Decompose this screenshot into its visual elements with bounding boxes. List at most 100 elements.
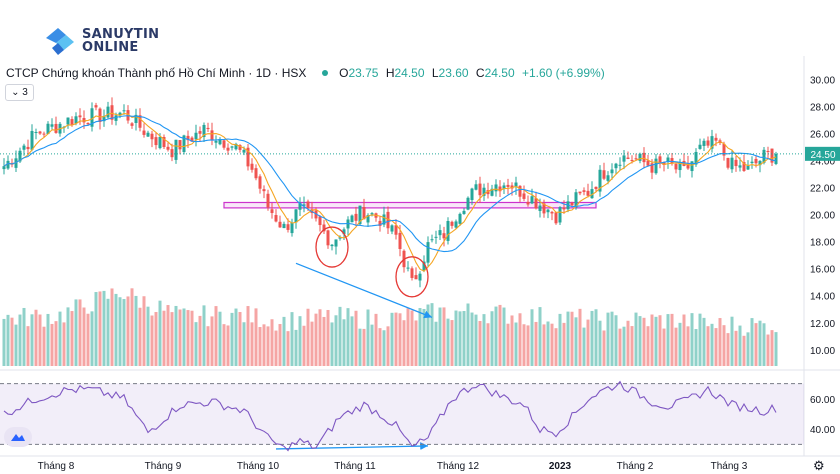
candle-body: [630, 160, 634, 162]
volume-bar: [694, 329, 698, 366]
volume-bar: [302, 325, 306, 366]
candle-body: [274, 215, 278, 222]
volume-bar: [618, 328, 622, 366]
candle-body: [218, 139, 222, 145]
candle-body: [54, 123, 58, 133]
volume-bar: [450, 320, 454, 366]
volume-bar: [182, 308, 186, 366]
volume-bar: [202, 305, 206, 366]
candle-body: [750, 161, 754, 164]
candle-body: [602, 170, 606, 179]
candle-body: [354, 213, 358, 221]
candle-body: [674, 163, 678, 170]
volume-bar: [750, 318, 754, 366]
volume-bar: [742, 335, 746, 366]
high-label: H: [385, 66, 395, 80]
candle-body: [270, 209, 274, 214]
low-label: L: [431, 66, 439, 80]
price-tick-label: 18.00: [810, 238, 835, 249]
candle-body: [282, 223, 286, 229]
volume-bar: [722, 325, 726, 366]
volume-bar: [2, 318, 6, 366]
candle-body: [514, 182, 518, 187]
volume-bar: [642, 317, 646, 366]
volume-bar: [122, 299, 126, 366]
volume-bar: [534, 321, 538, 366]
volume-bar: [582, 327, 586, 366]
candle-body: [122, 110, 126, 112]
volume-bar: [522, 324, 526, 366]
volume-bar: [638, 316, 642, 366]
symbol-header: CTCP Chứng khoán Thành phố Hồ Chí Minh ·…: [6, 66, 609, 80]
volume-bar: [714, 328, 718, 366]
candle-body: [82, 118, 86, 123]
candle-body: [678, 162, 682, 171]
candle-body: [298, 202, 302, 210]
candle-body: [606, 175, 610, 181]
candle-body: [622, 155, 626, 162]
volume-bar: [422, 308, 426, 366]
symbol-name[interactable]: CTCP Chứng khoán Thành phố Hồ Chí Minh ·…: [6, 66, 307, 80]
candle-body: [542, 203, 546, 214]
price-tick-label: 14.00: [810, 292, 835, 303]
candle-body: [518, 185, 522, 197]
volume-bar: [254, 308, 258, 366]
candle-body: [390, 225, 394, 232]
volume-bar: [270, 319, 274, 366]
candle-body: [342, 229, 346, 235]
volume-bar: [282, 316, 286, 366]
candle-body: [766, 150, 770, 152]
candle-body: [106, 106, 110, 118]
volume-bars: [2, 288, 778, 366]
volume-bar: [658, 315, 662, 366]
candle-body: [634, 158, 638, 160]
volume-bar: [278, 324, 282, 366]
volume-bar: [458, 311, 462, 366]
volume-bar: [58, 311, 62, 366]
volume-bar: [758, 320, 762, 366]
volume-bar: [430, 303, 434, 366]
indicator-collapse-button[interactable]: ⌄ 3: [5, 84, 34, 101]
volume-bar: [118, 297, 122, 366]
settings-gear-icon[interactable]: ⚙: [813, 458, 825, 473]
volume-bar: [194, 322, 198, 366]
volume-bar: [146, 306, 150, 366]
moving-averages: [3, 112, 777, 272]
volume-bar: [14, 324, 18, 366]
candle-body: [42, 133, 46, 135]
volume-bar: [94, 292, 98, 366]
candle-body: [86, 122, 90, 125]
candle-body: [742, 162, 746, 171]
volume-bar: [770, 330, 774, 366]
volume-bar: [746, 332, 750, 366]
close-label: C: [475, 66, 485, 80]
candle-body: [474, 184, 478, 190]
volume-bar: [234, 308, 238, 366]
candle-body: [574, 192, 578, 208]
volume-bar: [350, 316, 354, 366]
candle-body: [598, 169, 602, 192]
candle-body: [666, 157, 670, 163]
highlight-circle: [395, 256, 429, 298]
volume-bar: [478, 320, 482, 366]
volume-bar: [410, 310, 414, 366]
volume-bar: [738, 325, 742, 366]
ma-fast-line: [3, 112, 777, 272]
axes: 30.00 28.00 26.00 24.00 22.00 20.00 18.00 16.00…: [0, 76, 840, 472]
volume-bar: [90, 311, 94, 366]
candle-body: [366, 215, 370, 223]
volume-bar: [230, 312, 234, 366]
volume-bar: [414, 320, 418, 366]
candle-body: [726, 157, 730, 168]
volume-bar: [438, 307, 442, 366]
volume-bar: [454, 310, 458, 366]
volume-bar: [166, 305, 170, 366]
divergence-arrow: [275, 442, 429, 450]
volume-bar: [706, 326, 710, 366]
volume-bar: [686, 326, 690, 366]
last-price-label: 24.50: [810, 150, 835, 161]
tradingview-logo[interactable]: [4, 427, 32, 447]
volume-bar: [286, 331, 290, 366]
volume-bar: [710, 323, 714, 366]
